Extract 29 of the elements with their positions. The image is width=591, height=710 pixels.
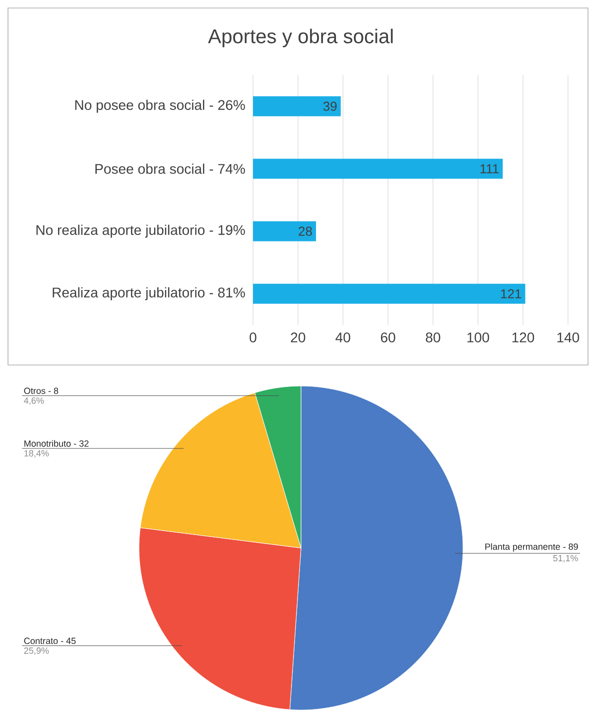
data-label: 51,1% — [553, 555, 578, 562]
bar — [253, 284, 526, 304]
x-tick-label: 20 — [290, 332, 306, 342]
x-tick-label: 80 — [426, 332, 440, 342]
x-tick-label: 140 — [557, 332, 580, 342]
data-label: 39 — [323, 102, 337, 111]
x-tick-label: 0 — [250, 332, 256, 342]
slice-label: Planta permanente - 89 — [485, 543, 578, 552]
bar — [253, 221, 316, 242]
y-tick-label: No posee obra social - 26% — [75, 100, 245, 113]
slice-label: Monotributo - 32 — [24, 440, 89, 447]
data-label: 28 — [298, 226, 312, 236]
slice-label: Otros - 8 — [24, 388, 58, 394]
bar — [253, 158, 503, 179]
x-tick-label: 40 — [336, 332, 350, 342]
y-tick-label: Realiza aporte jubilatorio - 81% — [52, 287, 245, 300]
chart-title: Aportes y obra social — [208, 28, 393, 48]
data-label: 18,4% — [24, 450, 49, 458]
slice-label: Contrato - 45 — [24, 638, 76, 644]
data-label: 25,9% — [24, 647, 49, 655]
data-label: 121 — [501, 289, 522, 298]
bar — [253, 96, 341, 116]
x-tick-label: 60 — [380, 332, 396, 342]
y-tick-label: No realiza aporte jubilatorio - 19% — [36, 224, 245, 238]
x-tick-label: 120 — [512, 332, 534, 342]
y-tick-label: Posee obra social - 74% — [95, 164, 245, 174]
x-tick-label: 100 — [467, 332, 490, 342]
data-label: 4,6% — [24, 397, 44, 405]
data-label: 111 — [480, 164, 499, 174]
